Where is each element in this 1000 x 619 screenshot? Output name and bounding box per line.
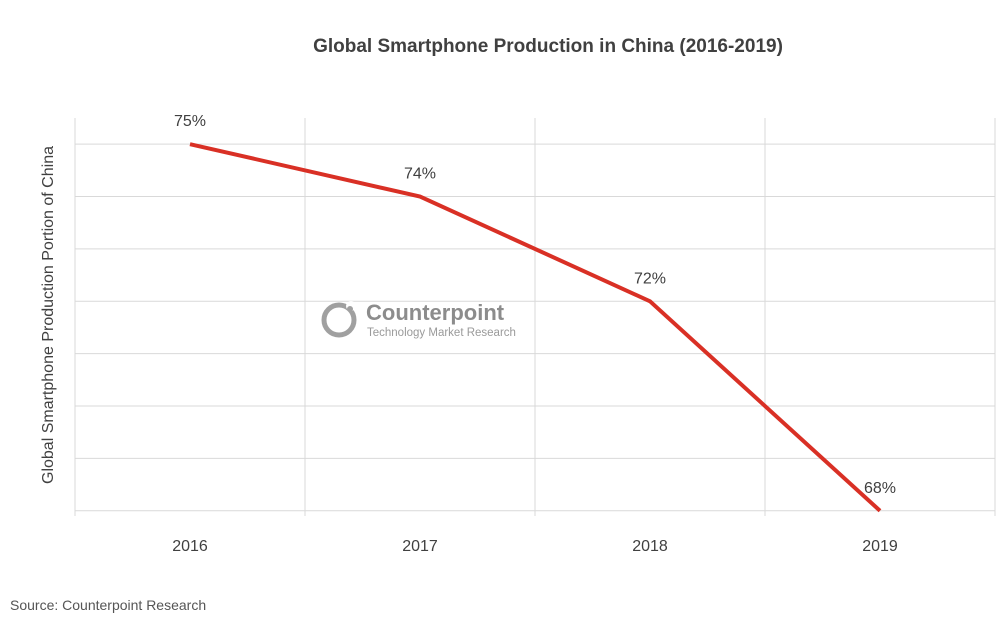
x-tick-label: 2018: [632, 538, 668, 555]
source-note: Source: Counterpoint Research: [10, 597, 206, 613]
counterpoint-logo-icon: [321, 301, 357, 338]
x-tick-label: 2017: [402, 538, 438, 555]
chart-title: Global Smartphone Production in China (2…: [313, 36, 783, 57]
data-label: 68%: [864, 480, 896, 497]
y-axis-label: Global Smartphone Production Portion of …: [40, 146, 57, 484]
watermark: Counterpoint Technology Market Research: [321, 300, 516, 339]
x-tick-label: 2019: [862, 538, 898, 555]
data-label: 74%: [404, 166, 436, 183]
watermark-tagline: Technology Market Research: [367, 327, 516, 339]
data-series: [189, 142, 882, 513]
watermark-brand: Counterpoint: [366, 300, 505, 325]
x-tick-label: 2016: [172, 538, 208, 555]
data-label: 72%: [634, 270, 666, 287]
vertical-gridlines: [74, 118, 996, 516]
data-labels: 75% 74% 72% 68%: [174, 113, 896, 497]
data-label: 75%: [174, 113, 206, 130]
series-line: [189, 142, 882, 513]
x-axis-ticks: 2016 2017 2018 2019: [172, 538, 898, 555]
